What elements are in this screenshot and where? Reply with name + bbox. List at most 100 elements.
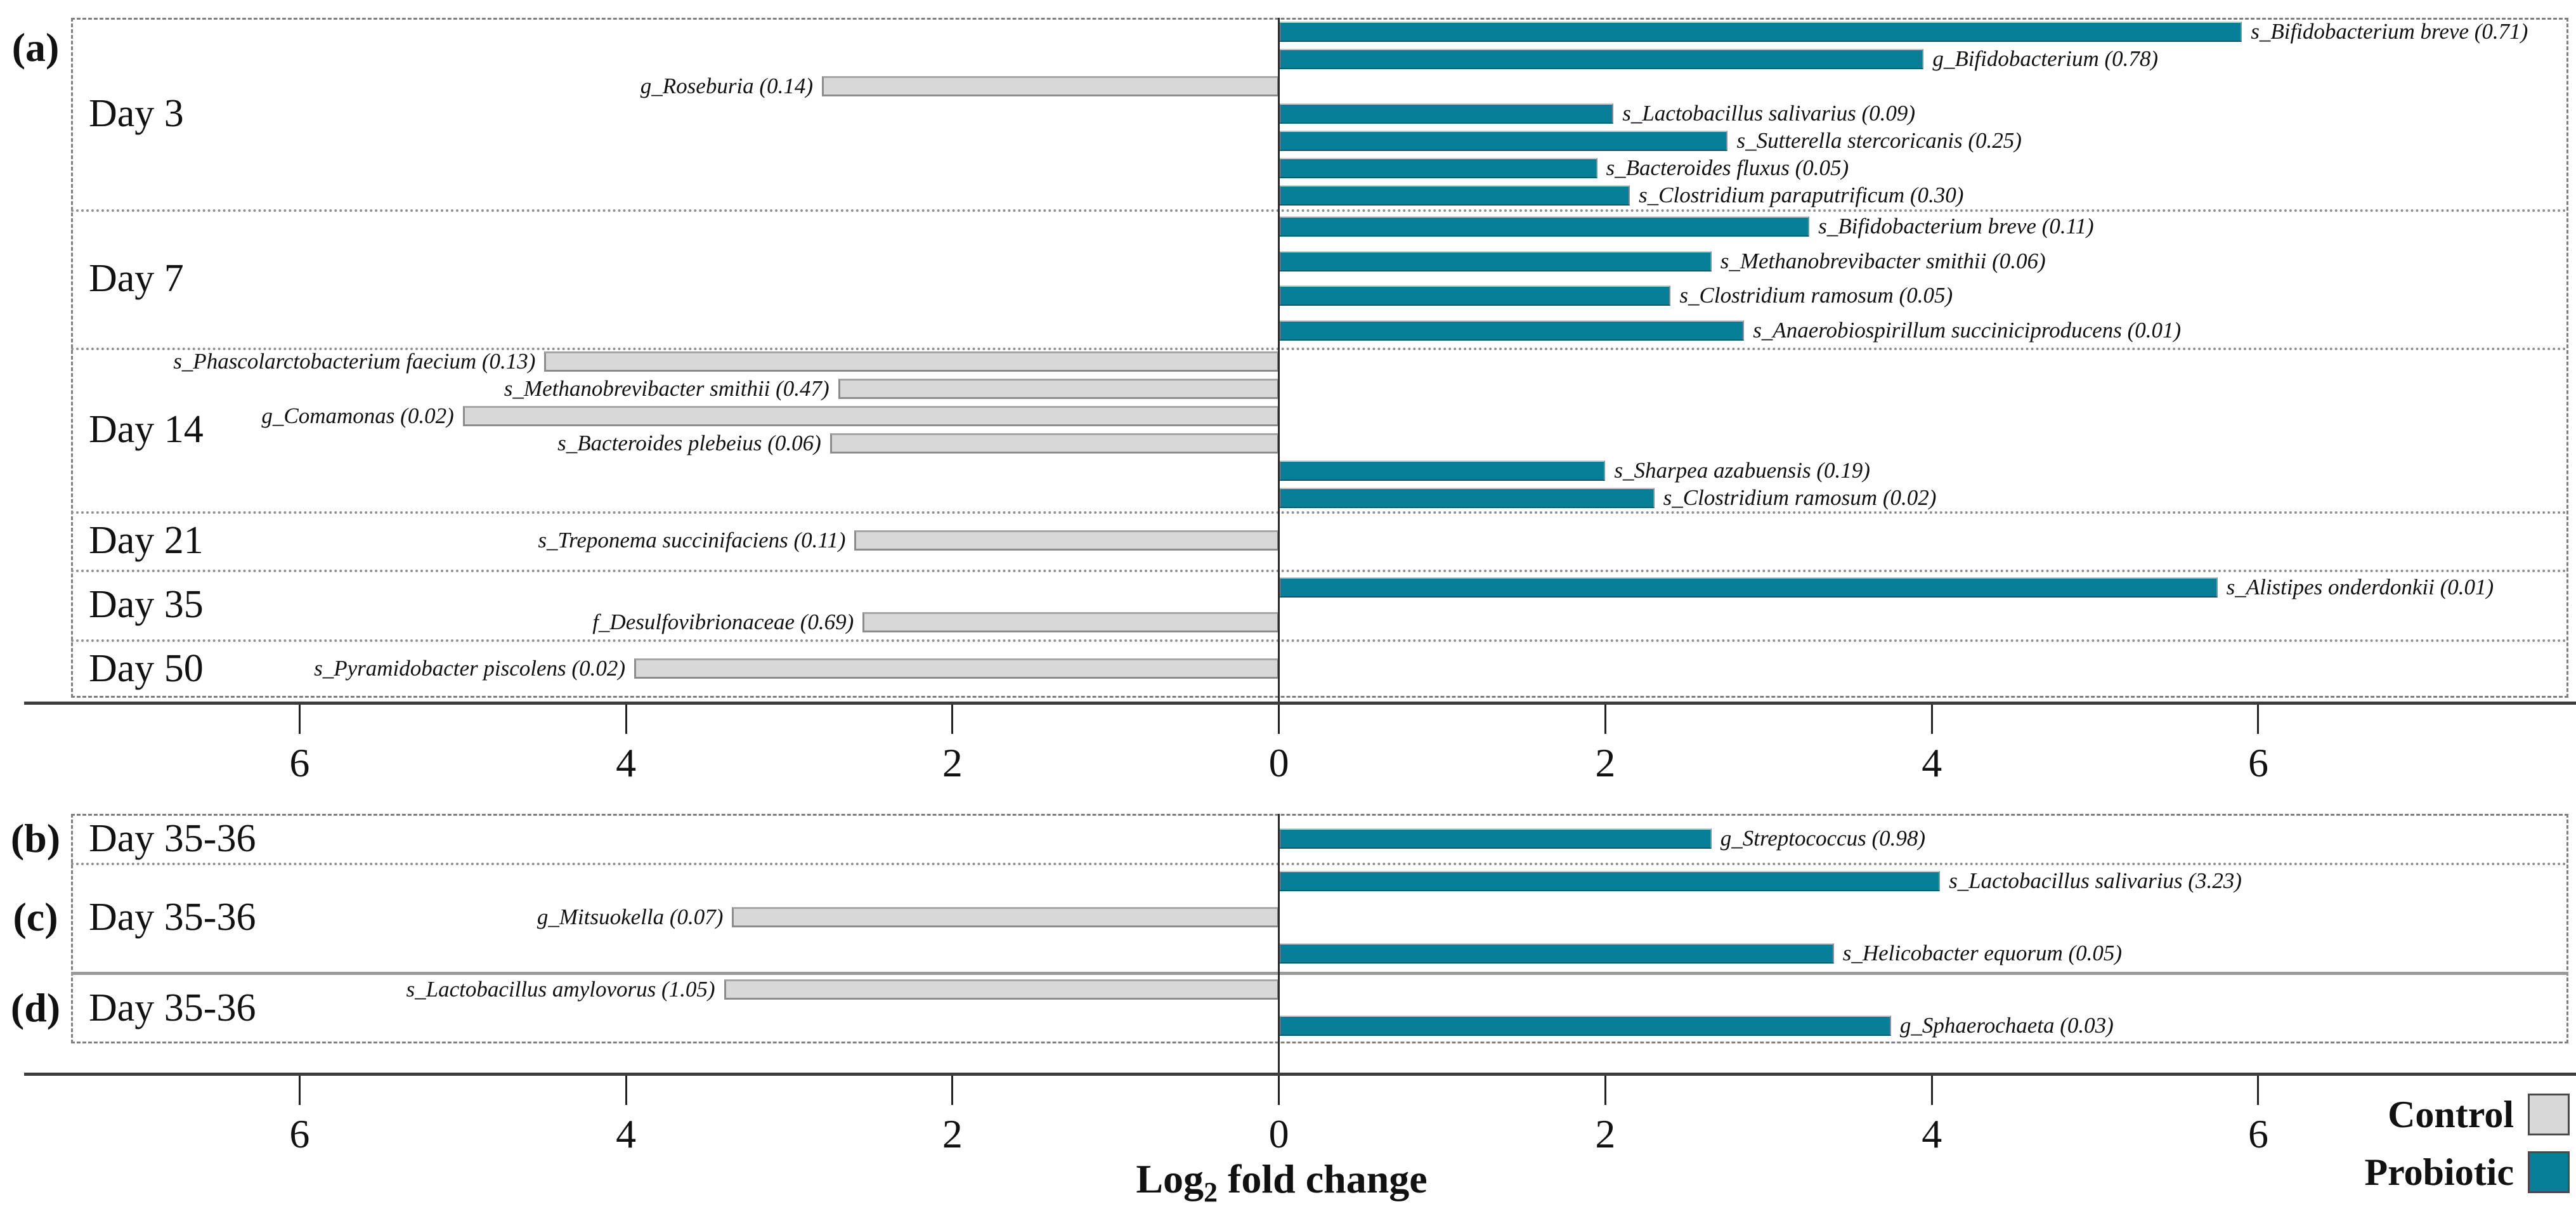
bar-label: g_Mitsuokella (0.07) [537, 905, 724, 929]
panel-a-section-separator [71, 570, 2568, 572]
x-axis-b-tick-label: 4 [1922, 1111, 1942, 1156]
x-axis-b-tick-label: 0 [1268, 1111, 1289, 1156]
bar-label: s_Anaerobiospirillum succiniciproducens … [1753, 317, 2182, 343]
x-axis-a-tick-label: 6 [289, 740, 310, 785]
x-axis-a-tick [2257, 705, 2260, 734]
x-axis-b-tick-label: 6 [289, 1111, 310, 1156]
bar-probiotic [1278, 103, 1614, 124]
panel-letter-b: (b) [10, 815, 61, 861]
legend-label-probiotic: Probiotic [2364, 1151, 2514, 1193]
group-label-a-4: Day 35 [89, 583, 204, 626]
bar-control [634, 658, 1279, 679]
x-axis-a-tick-label: 4 [1922, 740, 1942, 785]
bar-label: s_Bifidobacterium breve (0.11) [1818, 214, 2094, 239]
bar-probiotic [1278, 870, 1941, 891]
legend-swatch-control [2528, 1094, 2570, 1135]
bar-label: s_Sutterella stercoricanis (0.25) [1736, 128, 2022, 154]
zero-line-bottom [1278, 814, 1280, 1073]
bar-control [838, 378, 1279, 399]
panel-letter-d: (d) [10, 984, 61, 1030]
x-axis-a-tick [1604, 705, 1606, 734]
bar-probiotic [1278, 131, 1728, 152]
x-axis-b-tick-label: 2 [942, 1111, 963, 1156]
x-axis-title-suffix: fold change [1218, 1156, 1428, 1201]
bar-label: s_Treponema succinifaciens (0.11) [538, 528, 846, 552]
panel-bcd-border [71, 814, 2568, 1043]
panel-letter-c: (c) [13, 894, 58, 939]
legend-label-control: Control [2388, 1094, 2514, 1135]
bar-label: s_Helicobacter equorum (0.05) [1842, 941, 2123, 966]
group-label-b-0: Day 35-36 [89, 816, 256, 860]
x-axis-title-prefix: Log [1136, 1156, 1204, 1201]
bar-probiotic [1278, 48, 1924, 69]
x-axis-b-tick [625, 1076, 627, 1105]
x-axis-b-tick [1930, 1076, 1933, 1105]
bar-control [829, 433, 1279, 454]
bar-label: g_Roseburia (0.14) [640, 73, 813, 98]
bar-probiotic [1278, 216, 1810, 237]
bar-label: g_Streptococcus (0.98) [1720, 825, 1926, 851]
x-axis-a-tick [1278, 705, 1280, 734]
x-axis-title: Log2 fold change [1136, 1156, 1427, 1208]
bar-label: s_Bacteroides fluxus (0.05) [1606, 155, 1849, 181]
x-axis-b-tick [1278, 1076, 1280, 1105]
x-axis-b-tick [951, 1076, 954, 1105]
bar-probiotic [1278, 1015, 1891, 1036]
bar-label: s_Bacteroides plebeius (0.06) [557, 430, 821, 455]
bar-label: s_Phascolarctobacterium faecium (0.13) [173, 348, 536, 374]
panel-a-section-separator [71, 639, 2568, 642]
panel-a-section-separator [71, 348, 2568, 350]
bar-control [821, 75, 1279, 96]
bar-probiotic [1278, 828, 1712, 849]
panel-c-d-separator [71, 972, 2568, 975]
x-axis-title-subscript: 2 [1204, 1176, 1218, 1208]
bar-probiotic [1278, 460, 1606, 481]
bar-label: s_Lactobacillus amylovorus (1.05) [406, 977, 715, 1002]
group-label-a-1: Day 7 [89, 257, 184, 300]
x-axis-b-tick-label: 4 [616, 1111, 637, 1156]
group-label-c-0: Day 35-36 [89, 896, 256, 939]
x-axis-a-tick-label: 6 [2247, 740, 2268, 785]
x-axis-a-tick-label: 2 [1595, 740, 1616, 785]
bar-probiotic [1278, 487, 1655, 508]
bar-control [854, 530, 1279, 551]
group-label-a-5: Day 50 [89, 647, 204, 690]
group-label-d-0: Day 35-36 [89, 986, 256, 1029]
x-axis-b-tick-label: 6 [2247, 1111, 2268, 1156]
x-axis-a-tick-label: 2 [942, 740, 963, 785]
bar-label: s_Pyramidobacter piscolens (0.02) [314, 656, 625, 681]
bar-label: s_Bifidobacterium breve (0.71) [2251, 18, 2528, 44]
legend-swatch-probiotic [2528, 1151, 2570, 1193]
group-label-a-3: Day 21 [89, 519, 204, 562]
bar-probiotic [1278, 158, 1597, 179]
bar-label: g_Comamonas (0.02) [261, 403, 454, 428]
bar-probiotic [1278, 21, 2242, 42]
x-axis-b-tick [298, 1076, 301, 1105]
x-axis-a-tick [625, 705, 627, 734]
bar-label: s_Lactobacillus salivarius (3.23) [1949, 868, 2242, 893]
x-axis-a-tick-label: 4 [616, 740, 637, 785]
bar-control [862, 611, 1279, 632]
bar-probiotic [1278, 285, 1671, 306]
bar-probiotic [1278, 943, 1834, 964]
bar-label: s_Clostridium ramosum (0.02) [1663, 485, 1937, 510]
bar-label: g_Sphaerochaeta (0.03) [1899, 1012, 2114, 1038]
panel-a-section-separator [71, 209, 2568, 212]
bar-probiotic [1278, 577, 2218, 598]
x-axis-b-tick [2257, 1076, 2260, 1105]
bar-label: s_Methanobrevibacter smithii (0.06) [1720, 248, 2046, 273]
x-axis-a-tick [951, 705, 954, 734]
bar-label: g_Bifidobacterium (0.78) [1932, 46, 2159, 71]
bar-control [462, 405, 1279, 426]
bar-probiotic [1278, 251, 1712, 271]
bar-label: s_Methanobrevibacter smithii (0.47) [504, 376, 829, 401]
bar-label: s_Clostridium ramosum (0.05) [1679, 283, 1953, 308]
x-axis-a [24, 702, 2576, 705]
bar-label: s_Sharpea azabuensis (0.19) [1614, 457, 1870, 483]
x-axis-a-tick-label: 0 [1268, 740, 1289, 785]
panel-b-c-separator [71, 863, 2568, 865]
bar-control [544, 351, 1279, 372]
bar-label: s_Lactobacillus salivarius (0.09) [1622, 101, 1916, 126]
x-axis-b-tick [1604, 1076, 1606, 1105]
